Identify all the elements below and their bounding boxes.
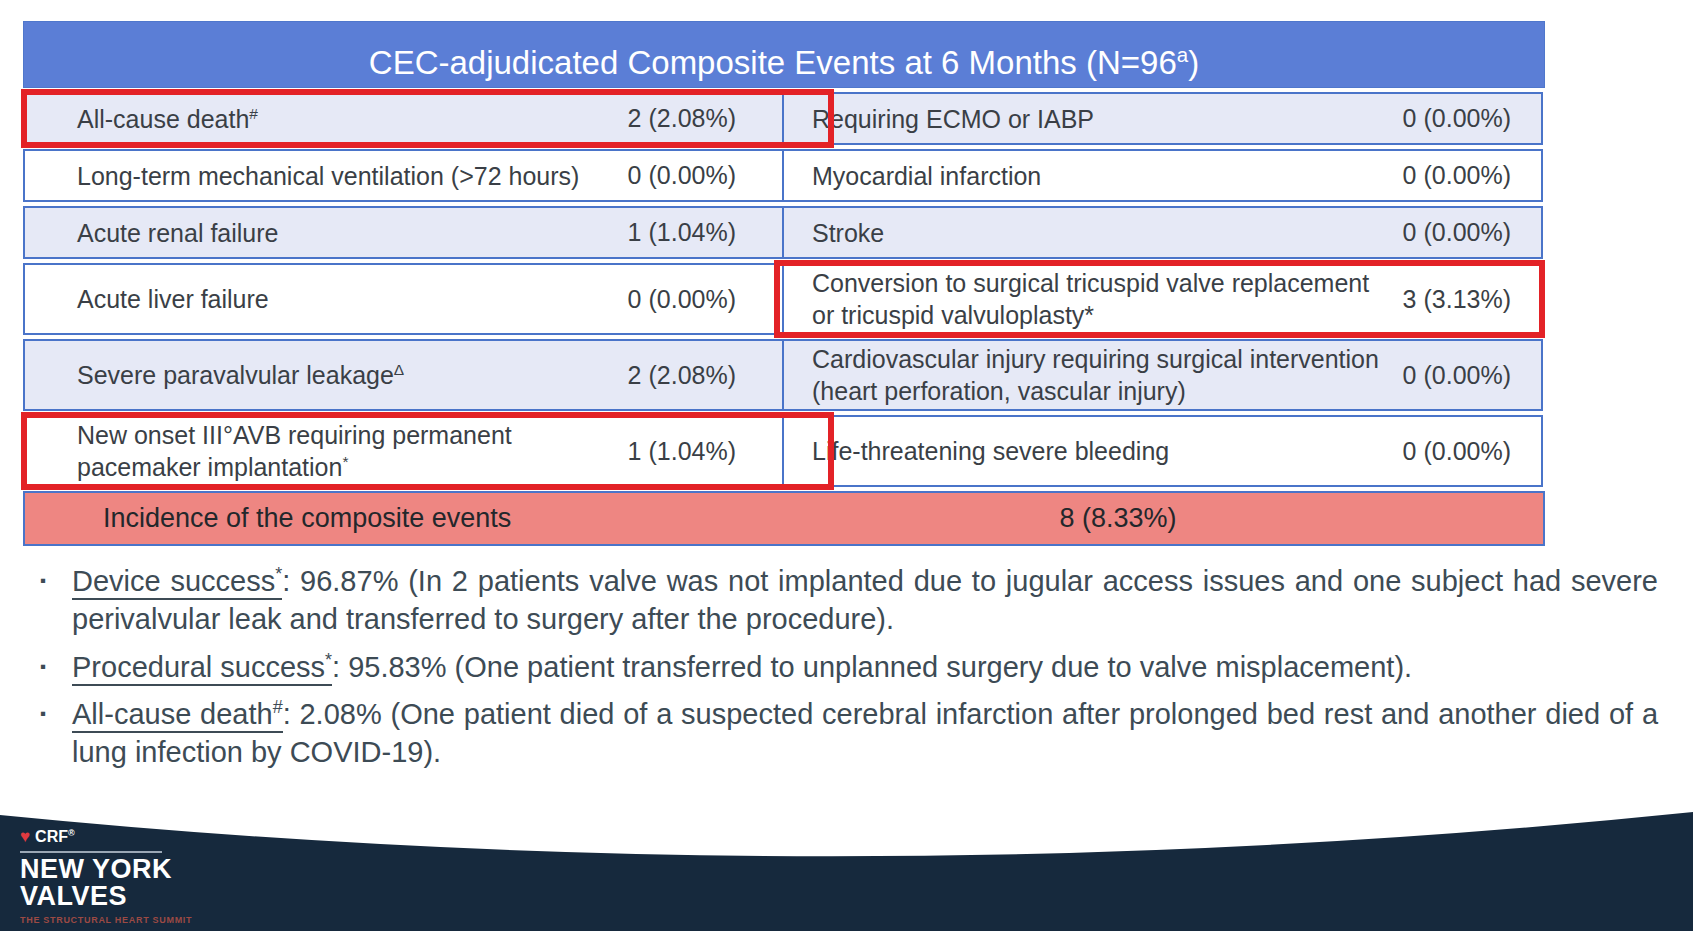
event-cell-avb-pacemaker: New onset III°AVB requiring permanent pa… <box>23 415 784 487</box>
table-row: New onset III°AVB requiring permanent pa… <box>23 415 1545 487</box>
footnote-marker: * <box>325 650 332 670</box>
bullet-icon: ▪ <box>40 648 72 686</box>
event-label: Acute liver failure <box>77 283 628 315</box>
event-value: 0 (0.00%) <box>1403 437 1541 466</box>
event-value: 3 (3.13%) <box>1403 285 1541 314</box>
note-lead: Procedural success* <box>72 651 332 686</box>
notes-list: ▪ Device success*: 96.87% (In 2 patients… <box>40 562 1658 780</box>
bullet-icon: ▪ <box>40 695 72 772</box>
event-value: 0 (0.00%) <box>1403 104 1541 133</box>
logo-divider <box>20 851 162 853</box>
logo-tagline: THE STRUCTURAL HEART SUMMIT <box>20 915 220 925</box>
event-cell-all-cause-death: All-cause death# 2 (2.08%) <box>23 92 784 145</box>
list-item: ▪ Procedural success*: 95.83% (One patie… <box>40 648 1658 686</box>
event-value: 2 (2.08%) <box>628 361 782 390</box>
event-cell-renal-failure: Acute renal failure 1 (1.04%) <box>23 206 784 259</box>
table-row: All-cause death# 2 (2.08%) Requiring ECM… <box>23 92 1545 145</box>
note-rest: : 2.08% (One patient died of a suspected… <box>72 698 1658 768</box>
table-row: Severe paravalvular leakageΔ 2 (2.08%) C… <box>23 339 1545 411</box>
registered-mark: ® <box>68 828 75 838</box>
note-text: All-cause death#: 2.08% (One patient die… <box>72 695 1658 772</box>
crf-logo: ♥ CRF® <box>20 827 220 847</box>
footnote-marker: * <box>342 453 348 470</box>
event-value: 0 (0.00%) <box>1403 218 1541 247</box>
event-label: Requiring ECMO or IABP <box>812 103 1403 135</box>
event-value: 0 (0.00%) <box>628 161 782 190</box>
event-label: Acute renal failure <box>77 217 628 249</box>
event-value: 1 (1.04%) <box>628 437 782 466</box>
event-value: 1 (1.04%) <box>628 218 782 247</box>
table-row: Acute renal failure 1 (1.04%) Stroke 0 (… <box>23 206 1545 259</box>
bullet-icon: ▪ <box>40 562 72 639</box>
event-label: Cardiovascular injury requiring surgical… <box>812 343 1403 407</box>
note-rest: : 96.87% (In 2 patients valve was not im… <box>72 565 1658 635</box>
table-row: Long-term mechanical ventilation (>72 ho… <box>23 149 1545 202</box>
event-label: Conversion to surgical tricuspid valve r… <box>812 267 1403 331</box>
composite-incidence-row: Incidence of the composite events 8 (8.3… <box>23 491 1545 546</box>
composite-incidence-value: 8 (8.33%) <box>1059 503 1176 534</box>
event-value: 0 (0.00%) <box>628 285 782 314</box>
footnote-marker: Δ <box>394 361 404 378</box>
composite-incidence-label: Incidence of the composite events <box>25 503 511 534</box>
crf-label: CRF® <box>35 828 75 846</box>
event-value: 0 (0.00%) <box>1403 161 1541 190</box>
event-label: Myocardial infarction <box>812 160 1403 192</box>
note-text: Device success*: 96.87% (In 2 patients v… <box>72 562 1658 639</box>
list-item: ▪ All-cause death#: 2.08% (One patient d… <box>40 695 1658 772</box>
note-text: Procedural success*: 95.83% (One patient… <box>72 648 1658 686</box>
event-cell-mech-ventilation: Long-term mechanical ventilation (>72 ho… <box>23 149 784 202</box>
event-value: 2 (2.08%) <box>628 104 782 133</box>
event-cell-liver-failure: Acute liver failure 0 (0.00%) <box>23 263 784 335</box>
event-label: Long-term mechanical ventilation (>72 ho… <box>77 160 628 192</box>
event-label: All-cause death# <box>77 103 628 135</box>
event-cell-surgical-conversion: Conversion to surgical tricuspid valve r… <box>782 263 1543 335</box>
logo-line-1: NEW YORK <box>20 856 220 884</box>
heart-icon: ♥ <box>20 827 30 847</box>
table-title-close: ) <box>1188 44 1199 81</box>
note-lead: Device success* <box>72 565 282 600</box>
note-lead: All-cause death# <box>72 698 283 733</box>
event-label: Severe paravalvular leakageΔ <box>77 359 628 391</box>
slide: CEC-adjudicated Composite Events at 6 Mo… <box>0 0 1693 931</box>
event-cell-ecmo-iabp: Requiring ECMO or IABP 0 (0.00%) <box>782 92 1543 145</box>
event-cell-cardiovascular-injury: Cardiovascular injury requiring surgical… <box>782 339 1543 411</box>
table-title: CEC-adjudicated Composite Events at 6 Mo… <box>23 21 1545 88</box>
event-label: New onset III°AVB requiring permanent pa… <box>77 419 628 483</box>
table-row: Acute liver failure 0 (0.00%) Conversion… <box>23 263 1545 335</box>
event-label: Life-threatening severe bleeding <box>812 435 1403 467</box>
event-cell-paravalvular-leakage: Severe paravalvular leakageΔ 2 (2.08%) <box>23 339 784 411</box>
event-cell-severe-bleeding: Life-threatening severe bleeding 0 (0.00… <box>782 415 1543 487</box>
note-rest: : 95.83% (One patient transferred to unp… <box>332 651 1412 683</box>
event-cell-myocardial-infarction: Myocardial infarction 0 (0.00%) <box>782 149 1543 202</box>
events-table: CEC-adjudicated Composite Events at 6 Mo… <box>23 21 1545 546</box>
footnote-marker: # <box>249 104 258 121</box>
event-value: 0 (0.00%) <box>1403 361 1541 390</box>
list-item: ▪ Device success*: 96.87% (In 2 patients… <box>40 562 1658 639</box>
logo-line-2: VALVES <box>20 883 220 911</box>
conference-logo: ♥ CRF® NEW YORK VALVES THE STRUCTURAL HE… <box>20 827 220 925</box>
event-cell-stroke: Stroke 0 (0.00%) <box>782 206 1543 259</box>
footnote-marker: # <box>273 697 283 717</box>
table-title-footnote: a <box>1177 43 1188 66</box>
event-label: Stroke <box>812 217 1403 249</box>
table-title-text: CEC-adjudicated Composite Events at 6 Mo… <box>369 44 1177 81</box>
